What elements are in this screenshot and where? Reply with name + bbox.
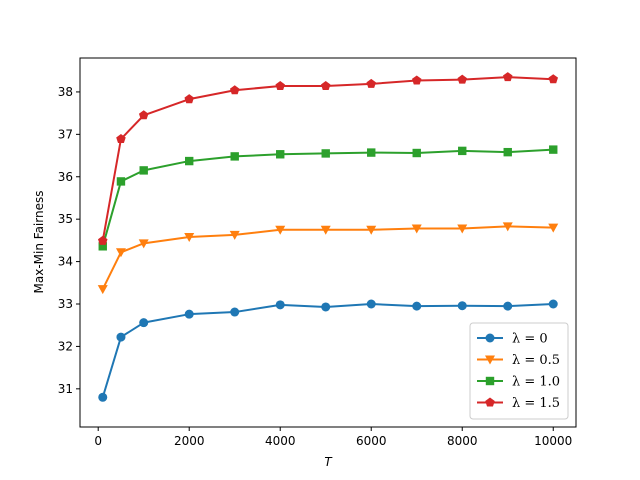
data-point — [116, 332, 126, 342]
x-tick-label: 6000 — [356, 434, 387, 448]
data-point — [185, 156, 194, 166]
data-point — [412, 301, 422, 311]
data-point — [98, 392, 108, 402]
data-point — [97, 285, 108, 295]
x-tick-label: 8000 — [447, 434, 478, 448]
series-layer — [97, 72, 559, 402]
x-tick-label: 10000 — [534, 434, 572, 448]
y-axis-label: Max-Min Fairness — [32, 191, 46, 294]
data-point — [503, 301, 513, 311]
y-tick-label: 32 — [58, 339, 73, 353]
x-tick-label: 2000 — [174, 434, 205, 448]
data-point — [502, 72, 513, 82]
axes-layer: 0 2000 4000 6000 8000 10000 31 32 33 34 35 36 37 38 — [58, 57, 577, 448]
y-tick-label: 34 — [58, 255, 73, 269]
legend-entry: λ = 1.0 — [477, 375, 560, 390]
data-point — [275, 300, 285, 310]
legend-marker — [485, 397, 495, 407]
legend-label: λ = 0 — [512, 332, 548, 347]
legend-entry: λ = 0 — [477, 332, 548, 347]
series-2 — [98, 145, 558, 251]
data-point — [98, 242, 107, 251]
legend-marker — [485, 355, 495, 365]
y-tick-label: 31 — [58, 382, 73, 396]
data-point — [230, 152, 239, 161]
data-point — [230, 307, 240, 317]
data-point — [115, 248, 126, 258]
data-point — [184, 94, 194, 104]
data-point — [548, 223, 559, 233]
y-tick-label: 37 — [58, 127, 73, 141]
data-point — [503, 147, 512, 157]
data-point — [229, 230, 240, 240]
series-line-3 — [101, 76, 554, 241]
data-point — [98, 235, 108, 245]
x-axis-label: T — [324, 455, 333, 469]
legend-marker — [485, 376, 495, 386]
axes-frame — [79, 57, 577, 428]
data-point — [457, 224, 468, 234]
legend-label: λ = 0.5 — [512, 353, 560, 368]
data-point — [366, 225, 377, 235]
data-point — [320, 225, 331, 235]
legend-label: λ = 1.0 — [512, 375, 560, 390]
data-point — [548, 74, 558, 84]
legend-entry: λ = 1.5 — [477, 396, 560, 411]
data-point — [138, 239, 149, 249]
data-point — [276, 150, 285, 159]
data-point — [549, 145, 558, 154]
data-point — [411, 224, 422, 234]
data-point — [458, 146, 467, 156]
data-point — [139, 166, 148, 175]
data-point — [184, 309, 194, 319]
x-tick-label: 0 — [94, 434, 102, 448]
data-point — [412, 148, 421, 158]
data-point — [321, 302, 331, 312]
data-point — [116, 177, 126, 186]
data-point — [320, 80, 331, 91]
legend-label: λ = 1.5 — [512, 396, 560, 411]
y-tick-label: 38 — [58, 85, 73, 99]
data-point — [548, 299, 558, 309]
data-point — [229, 85, 240, 95]
data-point — [184, 232, 195, 242]
series-3 — [98, 72, 558, 245]
data-point — [502, 222, 513, 232]
x-tick-label: 4000 — [265, 434, 296, 448]
data-point — [116, 134, 126, 144]
data-point — [366, 78, 376, 88]
data-point — [366, 299, 376, 309]
y-tick-label: 33 — [58, 297, 73, 311]
data-point — [367, 148, 376, 157]
data-point — [411, 75, 422, 85]
data-point — [457, 74, 467, 84]
y-tick-label: 36 — [58, 170, 73, 184]
series-0 — [98, 299, 558, 402]
data-point — [457, 301, 467, 311]
legend: λ = 0 λ = 0.5 λ = 1.0 λ = 1.5 — [469, 322, 569, 420]
series-1 — [97, 222, 559, 295]
y-tick-label: 35 — [58, 212, 73, 226]
data-point — [321, 149, 330, 158]
data-point — [138, 110, 149, 120]
data-point — [275, 80, 285, 91]
legend-box — [469, 322, 569, 420]
legend-entry: λ = 0.5 — [477, 353, 560, 368]
data-point — [139, 318, 149, 328]
data-point — [275, 225, 286, 235]
legend-marker — [485, 333, 495, 343]
series-line-1 — [101, 225, 554, 290]
